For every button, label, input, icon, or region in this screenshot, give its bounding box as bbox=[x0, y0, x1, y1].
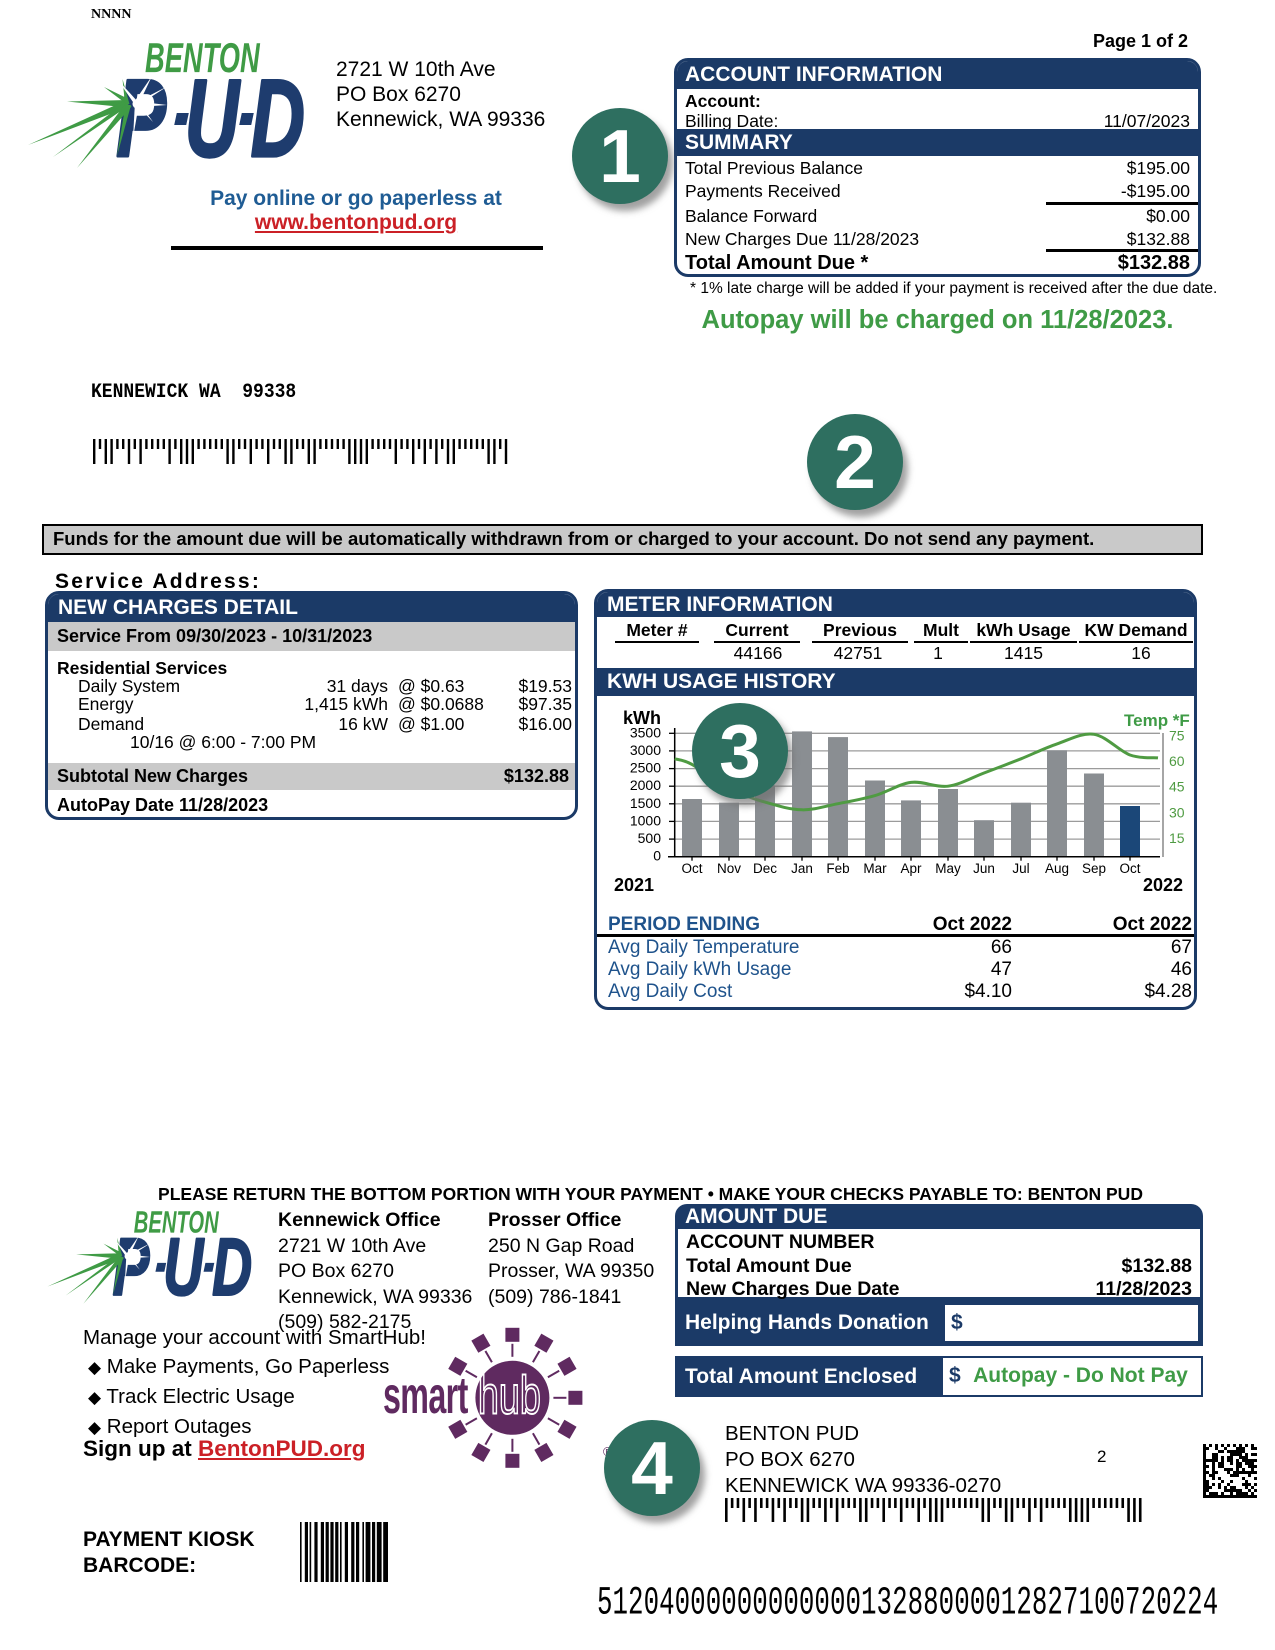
svg-text:smart: smart bbox=[383, 1367, 468, 1425]
svg-text:75: 75 bbox=[1169, 727, 1185, 743]
svg-text:45: 45 bbox=[1169, 779, 1185, 795]
svg-text:2021: 2021 bbox=[614, 875, 654, 895]
svg-text:15: 15 bbox=[1169, 830, 1185, 846]
svg-text:Nov: Nov bbox=[717, 861, 741, 876]
svg-text:2000: 2000 bbox=[630, 777, 661, 793]
svg-text:kWh: kWh bbox=[623, 708, 661, 728]
svg-text:Apr: Apr bbox=[900, 861, 922, 876]
svg-text:P: P bbox=[116, 57, 166, 175]
svg-text:hub: hub bbox=[478, 1365, 541, 1425]
svg-text:Oct: Oct bbox=[1119, 861, 1140, 876]
svg-text:2500: 2500 bbox=[630, 760, 661, 776]
svg-text:D: D bbox=[251, 57, 305, 175]
svg-text:BENTON: BENTON bbox=[134, 1205, 220, 1240]
svg-text:60: 60 bbox=[1169, 753, 1185, 769]
svg-text:Jul: Jul bbox=[1012, 861, 1029, 876]
svg-text:Feb: Feb bbox=[826, 861, 849, 876]
svg-text:3000: 3000 bbox=[630, 742, 661, 758]
svg-text:1000: 1000 bbox=[630, 812, 661, 828]
svg-text:Oct: Oct bbox=[681, 861, 702, 876]
svg-text:Temp *F: Temp *F bbox=[1124, 711, 1190, 730]
svg-text:BENTON: BENTON bbox=[145, 35, 261, 82]
svg-text:U: U bbox=[185, 57, 241, 175]
svg-text:Jun: Jun bbox=[973, 861, 995, 876]
svg-text:30: 30 bbox=[1169, 804, 1185, 820]
svg-text:Aug: Aug bbox=[1045, 861, 1069, 876]
svg-text:D: D bbox=[212, 1221, 252, 1309]
svg-text:Mar: Mar bbox=[863, 861, 887, 876]
svg-text:0: 0 bbox=[653, 848, 661, 864]
svg-text:U: U bbox=[163, 1221, 204, 1309]
svg-text:3500: 3500 bbox=[630, 724, 661, 740]
svg-text:1500: 1500 bbox=[630, 795, 661, 811]
svg-text:Jan: Jan bbox=[791, 861, 813, 876]
svg-text:500: 500 bbox=[638, 830, 662, 846]
svg-text:2022: 2022 bbox=[1143, 875, 1183, 895]
svg-text:Sep: Sep bbox=[1082, 861, 1106, 876]
svg-text:Dec: Dec bbox=[753, 861, 777, 876]
svg-text:May: May bbox=[935, 861, 961, 876]
